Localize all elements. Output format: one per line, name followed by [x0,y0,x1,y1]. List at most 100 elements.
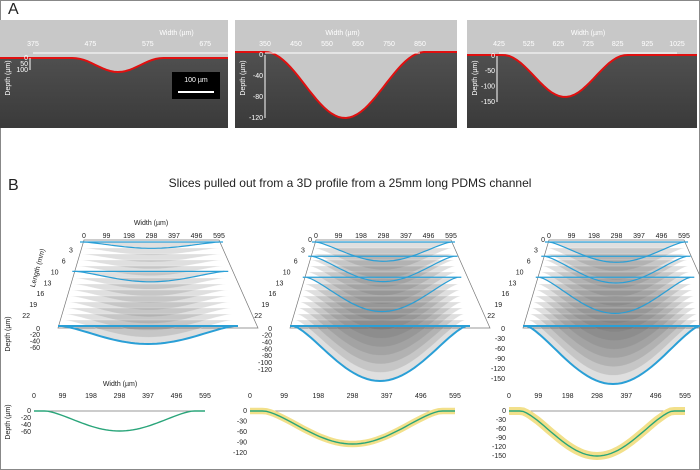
profile-line [250,410,455,445]
tick-label: 298 [146,233,158,240]
frame-3d [522,239,700,329]
tick-label: 99 [534,393,542,400]
tick-label: 595 [678,233,690,240]
tick-label: 496 [415,393,427,400]
tick-label: -20 [21,415,31,422]
tick-label: 496 [171,393,183,400]
highlight-slice [315,241,452,262]
tick-label: 198 [312,393,324,400]
tick-label: 397 [168,233,180,240]
slice [293,325,467,382]
profile-spread [250,407,455,448]
tick-label: 725 [582,41,594,48]
slice [306,277,458,313]
tick-label: -120 [258,367,272,374]
tick-label: 0 [507,393,511,400]
tick-label: 0 [243,408,247,415]
axis-title: Width (µm) [134,220,168,227]
channel-air [0,20,228,72]
tick-label: 496 [650,393,662,400]
panel-label: A [8,1,19,18]
tick-label: 99 [335,233,343,240]
tick-label: 13 [44,280,52,287]
slice [83,241,220,249]
tick-label: 595 [449,393,461,400]
tick-label: 595 [199,393,211,400]
tick-label: 99 [280,393,288,400]
axis-title: Width (µm) [325,30,359,37]
tick-label: 575 [142,41,154,48]
scale-bar-box [172,72,220,99]
tick-label: 397 [142,393,154,400]
tick-label: 99 [103,233,111,240]
tick-label: 675 [199,41,211,48]
slice [301,295,461,339]
tick-label: 496 [656,233,668,240]
slice [66,307,231,324]
tick-label: 16 [501,291,509,298]
tick-label: -60 [496,426,506,433]
tick-label: -30 [496,417,506,424]
tick-label: 450 [290,41,302,48]
panel-title: Slices pulled out from a 3D profile from… [169,176,532,190]
tick-label: 625 [552,41,564,48]
highlight-slice [61,325,235,346]
tick-label: 198 [588,233,600,240]
highlight-slice [539,276,691,315]
tick-label: -100 [481,84,495,91]
tick-label: 750 [383,41,395,48]
frame-3d [57,239,259,329]
axis-title: Width (µm) [571,30,605,37]
tick-label: 0 [541,237,545,244]
tick-label: 10 [51,269,59,276]
slice [76,271,225,283]
tick-label: 475 [85,41,97,48]
profile-line [509,410,685,457]
tick-label: 0 [491,53,495,60]
tick-label: 0 [24,55,28,62]
channel-air [235,20,457,118]
tick-label: -40 [21,422,31,429]
tick-label: 0 [502,408,506,415]
tick-label: -120 [249,115,263,122]
slice [544,259,688,289]
tick-label: -90 [495,356,505,363]
tick-label: 350 [259,41,271,48]
panel-label: B [8,177,19,194]
tick-label: 1025 [669,41,685,48]
axis-title: Depth (µm) [472,60,479,95]
tick-label: 6 [294,259,298,266]
tick-label: -60 [21,429,31,436]
tick-label: 13 [509,280,517,287]
highlight-slice [548,241,685,263]
tick-label: 50 [20,61,28,68]
tick-label: 100 [16,67,28,74]
tick-label: 3 [301,248,305,255]
tick-label: 198 [85,393,97,400]
tick-label: -20 [30,332,40,339]
tick-label: 595 [445,233,457,240]
tick-label: 496 [423,233,435,240]
tick-label: 0 [308,237,312,244]
highlight-slice [526,325,700,386]
profile-line [34,410,205,432]
tick-label: -150 [491,376,505,383]
tick-label: 496 [191,233,203,240]
tick-label: -100 [258,360,272,367]
tick-label: 397 [400,233,412,240]
tick-label: 22 [487,313,495,320]
tick-label: -40 [253,73,263,80]
tick-label: 13 [276,280,284,287]
tick-label: -30 [495,336,505,343]
tick-label: 298 [114,393,126,400]
tick-label: -150 [492,453,506,460]
tick-label: 0 [32,393,36,400]
tick-label: -40 [262,340,272,347]
slice [68,301,230,317]
tick-label: -120 [492,444,506,451]
slice [526,325,700,385]
axis-title: Width (µm) [103,381,137,388]
tick-label: 397 [633,233,645,240]
tick-label: -90 [237,439,247,446]
tick-label: -150 [481,99,495,106]
